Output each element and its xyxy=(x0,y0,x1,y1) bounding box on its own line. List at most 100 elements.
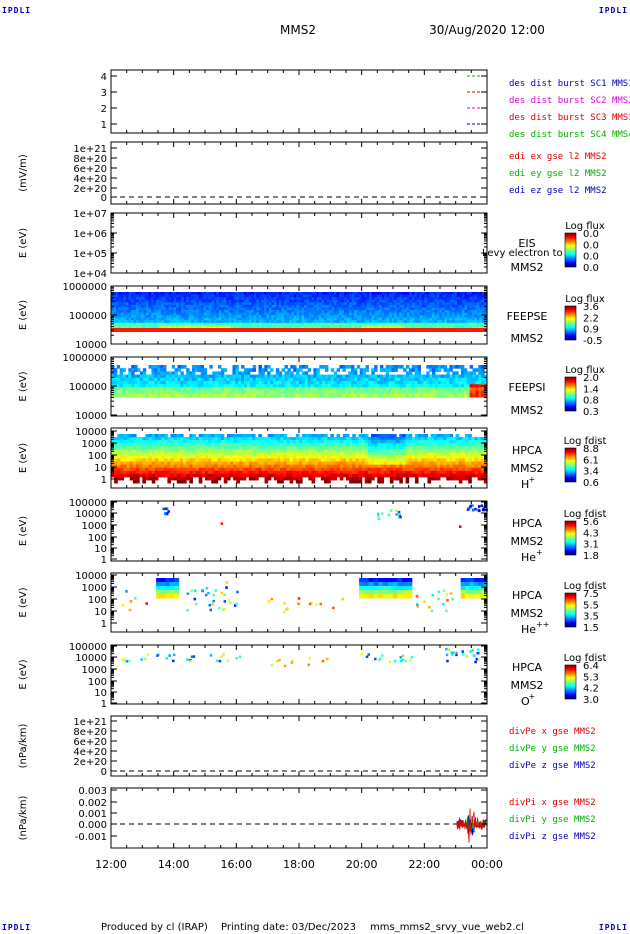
hpca-h-panel-cell xyxy=(308,464,313,469)
feepsi-panel-cell xyxy=(466,393,471,398)
hpca-h-panel-cell xyxy=(327,443,331,447)
feepse-panel-cell xyxy=(449,310,453,314)
hpca-h-panel-cell xyxy=(380,470,385,475)
hpca-h-panel-cell xyxy=(305,440,309,444)
hpca-h-panel-cell xyxy=(170,452,175,456)
feepse-panel-cell xyxy=(286,294,290,298)
hpca-h-panel-cell xyxy=(223,443,228,447)
hpca-h-panel-cell xyxy=(189,461,193,466)
feepsi-panel-cell xyxy=(122,393,126,398)
feepse-panel-cell xyxy=(481,315,486,319)
feepsi-panel-cell xyxy=(290,377,294,382)
feepse-panel-cell xyxy=(406,315,410,319)
feepse-panel-cell xyxy=(131,315,135,319)
feepsi-panel-cell xyxy=(296,393,300,398)
hpca-h-panel-cell xyxy=(151,467,156,472)
hpca-h-panel-cell xyxy=(286,473,291,478)
feepse-panel-cell xyxy=(226,297,230,301)
feepse-panel-cell xyxy=(241,317,245,321)
feepsi-panel-cell xyxy=(171,393,176,398)
feepsi-panel-cell xyxy=(371,371,375,376)
feepse-panel-cell xyxy=(461,304,466,309)
hpca-h-panel-cell xyxy=(364,458,369,463)
feepse-panel-cell xyxy=(309,307,313,311)
hpca-h-panel-cell xyxy=(336,473,341,478)
feepsi-panel-cell xyxy=(388,374,393,379)
feepse-panel-cell xyxy=(198,299,202,303)
feepsi-panel-cell xyxy=(174,374,179,379)
feepsi-panel-cell xyxy=(437,377,442,382)
feepsi-panel-cell xyxy=(411,381,416,385)
feepse-panel-cell xyxy=(309,310,313,314)
hpca-h-panel-cell xyxy=(358,434,363,438)
feepse-panel-cell xyxy=(166,322,170,327)
hpca-h-panel-cell xyxy=(245,461,250,466)
hpca-h-panel-cell xyxy=(154,455,159,459)
feepse-panel-cell xyxy=(429,320,433,324)
feepsi-panel-cell xyxy=(411,387,416,392)
feepse-panel-cell xyxy=(354,307,358,311)
hpca-h-panel-cell xyxy=(192,434,197,438)
hpca-h-panel-cell xyxy=(349,479,353,484)
hpca-h-panel-cell xyxy=(283,476,287,481)
feepsi-panel-cell xyxy=(316,393,320,398)
feepsi-panel-cell xyxy=(229,384,233,388)
hpca-h-panel-cell xyxy=(236,452,240,456)
feepse-panel-cell xyxy=(384,320,388,324)
feepse-panel-cell xyxy=(283,315,288,319)
hpca-h-panel-cell xyxy=(117,440,121,444)
feepse-panel-cell xyxy=(208,307,212,311)
feepsi-panel-cell xyxy=(137,381,141,385)
feepse-panel-cell xyxy=(148,292,152,296)
feepse-panel-cell xyxy=(218,322,222,327)
feepsi-panel-cell xyxy=(119,368,124,372)
feepse-panel-cell xyxy=(341,299,345,303)
feepse-panel-cell xyxy=(123,317,127,321)
feepse-panel-cell xyxy=(163,299,167,303)
feepse-panel-cell xyxy=(359,307,363,311)
feepse-panel-cell xyxy=(349,315,353,319)
hpca-h-panel-cell xyxy=(349,461,353,466)
feepse-panel-cell xyxy=(181,304,185,309)
feepsi-panel-cell xyxy=(168,390,173,395)
feepse-panel-cell xyxy=(296,310,300,314)
feepsi-panel-cell xyxy=(215,377,219,382)
hpca-h-panel-cell xyxy=(173,455,178,459)
feepsi-panel-cell xyxy=(264,374,268,379)
feepse-panel-cell xyxy=(128,310,132,314)
feepse-panel-cell xyxy=(344,317,348,321)
feepse-panel-cell xyxy=(344,302,348,306)
feepse-panel-cell xyxy=(329,325,333,329)
feepse-panel-cell xyxy=(293,315,298,319)
hpca-h-panel-cell xyxy=(239,476,244,481)
feepse-panel-cell xyxy=(198,312,202,316)
feepse-panel-cell xyxy=(181,317,185,321)
feepsi-panel-cell xyxy=(299,377,303,382)
feepse-panel-cell xyxy=(474,292,478,296)
feepsi-panel-cell xyxy=(339,384,343,388)
hpca-h-panel-cell xyxy=(161,464,165,469)
hpca-h-panel-cell xyxy=(123,452,128,456)
feepsi-panel-cell xyxy=(232,390,236,395)
feepsi-panel-cell xyxy=(275,381,280,385)
hpca-h-panel-cell xyxy=(317,437,322,441)
feepse-panel-cell xyxy=(266,299,270,303)
feepsi-panel-cell xyxy=(368,377,372,382)
feepse-panel-cell xyxy=(148,315,152,319)
feepse-panel-cell xyxy=(128,317,132,321)
feepse-panel-cell xyxy=(218,302,222,306)
feepse-panel-cell xyxy=(243,312,247,316)
feepsi-panel-cell xyxy=(304,365,309,369)
feepse-panel-cell xyxy=(173,292,177,296)
feepse-panel-cell xyxy=(471,315,476,319)
hpca-h-panel-cell xyxy=(299,473,303,478)
feepse-panel-cell xyxy=(409,325,413,329)
feepse-panel-cell xyxy=(321,317,325,321)
feepse-panel-cell xyxy=(233,320,237,324)
hpca-h-panel-cell xyxy=(270,455,275,459)
hpca-h-panel-cell xyxy=(324,458,328,463)
hpca-h-panel-cell xyxy=(333,443,338,447)
hpca-h-panel-cell xyxy=(361,446,366,450)
hpca-h-panel-cell xyxy=(117,452,121,456)
feepsi-panel-cell xyxy=(432,384,436,388)
